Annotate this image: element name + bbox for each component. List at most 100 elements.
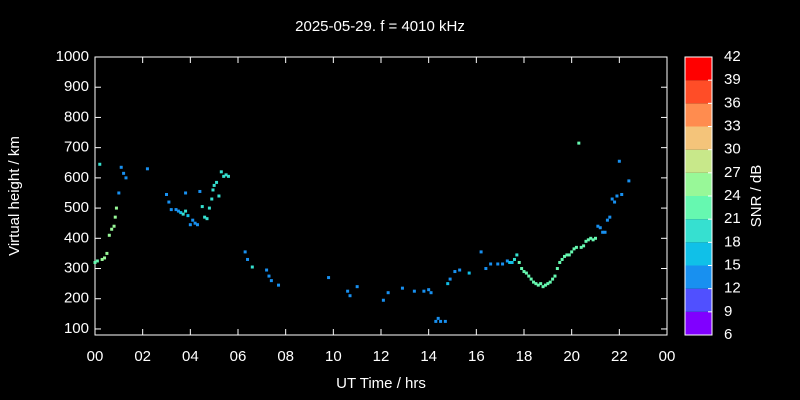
data-point (198, 189, 202, 193)
data-point (200, 205, 204, 209)
data-point (517, 260, 521, 264)
y-tick-label: 200 (64, 290, 89, 307)
x-tick-label: 22 (611, 348, 628, 365)
colorbar-tick-label: 27 (724, 164, 741, 181)
data-point (582, 244, 586, 248)
data-point (412, 289, 416, 293)
data-point (184, 209, 188, 213)
data-point (117, 191, 121, 195)
colorbar-tick-label: 12 (724, 280, 741, 297)
colorbar-bin (685, 172, 712, 196)
data-point (122, 171, 126, 175)
data-point (505, 259, 509, 263)
x-tick-label: 20 (563, 348, 580, 365)
data-point (446, 282, 450, 286)
data-point (439, 319, 443, 323)
data-point (434, 319, 438, 323)
data-point (591, 238, 595, 242)
data-point (563, 254, 567, 258)
data-point (605, 218, 609, 222)
data-point (620, 192, 624, 196)
x-tick-label: 16 (468, 348, 485, 365)
data-point (594, 236, 597, 240)
data-point (119, 165, 123, 169)
data-point (458, 268, 462, 272)
data-point (570, 250, 574, 254)
x-tick-label: 08 (277, 348, 294, 365)
data-point (532, 280, 536, 284)
data-point (615, 194, 619, 198)
data-point (524, 271, 528, 275)
data-point (527, 274, 531, 278)
data-point (536, 283, 540, 287)
colorbar-bin (685, 311, 712, 335)
data-point (346, 289, 350, 293)
data-point (608, 215, 612, 219)
data-point (269, 279, 273, 283)
data-point (453, 270, 457, 274)
data-point (348, 294, 352, 298)
data-point (124, 176, 128, 180)
data-point (186, 214, 190, 218)
data-point (574, 245, 578, 249)
chart-title: 2025-05-29. f = 4010 kHz (295, 18, 465, 35)
x-tick-label: 12 (373, 348, 390, 365)
data-point (529, 277, 533, 281)
colorbar-bin (685, 242, 712, 266)
data-point (243, 250, 247, 254)
data-point (327, 276, 331, 280)
data-point (386, 291, 390, 295)
data-point (215, 180, 219, 184)
data-point (558, 260, 562, 264)
data-point (567, 253, 571, 257)
data-point (613, 200, 617, 204)
data-point (267, 274, 271, 278)
data-point (546, 282, 550, 286)
data-point (543, 283, 547, 287)
data-point (560, 257, 564, 261)
y-tick-label: 100 (64, 320, 89, 337)
colorbar-tick-label: 30 (724, 141, 741, 158)
data-point (193, 221, 197, 225)
data-point (572, 247, 576, 251)
colorbar-bin (685, 80, 712, 104)
data-point (181, 212, 185, 216)
data-point (520, 267, 524, 271)
data-point (277, 283, 281, 287)
data-point (541, 285, 545, 289)
data-point (627, 179, 631, 183)
y-tick-label: 700 (64, 139, 89, 156)
y-tick-label: 800 (64, 108, 89, 125)
data-point (98, 162, 102, 166)
data-point (436, 316, 440, 320)
data-point (422, 289, 426, 293)
data-point (219, 170, 223, 174)
data-point (112, 224, 116, 228)
data-point (211, 188, 215, 192)
colorbar-label: SNR / dB (748, 165, 765, 228)
colorbar-tick-label: 42 (724, 48, 741, 65)
colorbar-tick-label: 33 (724, 117, 741, 134)
data-point (484, 267, 488, 271)
data-point (601, 230, 605, 234)
data-point (212, 183, 216, 187)
colorbar-tick-label: 9 (724, 303, 732, 320)
colorbar-tick-label: 39 (724, 71, 741, 88)
colorbar-bin (685, 149, 712, 173)
data-point (217, 194, 221, 198)
colorbar-bin (685, 126, 712, 150)
data-point (100, 257, 104, 261)
data-point (512, 257, 516, 261)
colorbar-tick-label: 36 (724, 94, 741, 111)
data-point (179, 211, 183, 215)
colorbar-tick-label: 24 (724, 187, 741, 204)
data-point (226, 174, 230, 178)
data-point (191, 218, 195, 222)
data-point (596, 224, 600, 228)
data-point (551, 277, 555, 281)
y-tick-label: 400 (64, 229, 89, 246)
data-point (113, 215, 117, 219)
data-point (555, 267, 559, 271)
data-point (489, 262, 493, 266)
